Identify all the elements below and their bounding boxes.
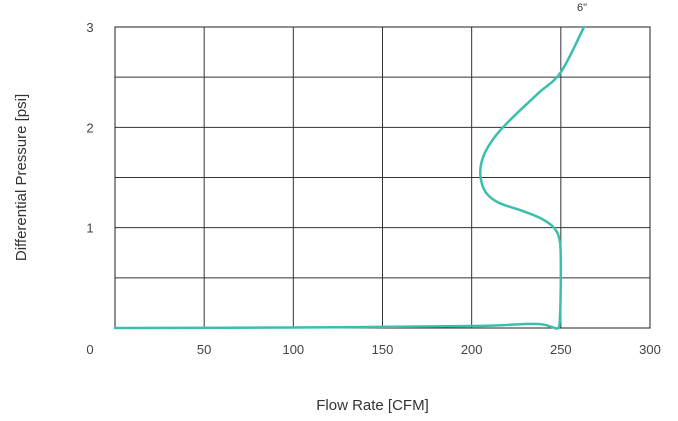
y-tick-label: 3 — [86, 20, 93, 35]
x-axis-title: Flow Rate [CFM] — [316, 397, 429, 414]
series-label: 6" — [577, 2, 587, 14]
chart-grid — [115, 27, 650, 328]
x-tick-label: 100 — [282, 342, 304, 357]
series-line-6in — [113, 25, 586, 330]
y-tick-label: 1 — [86, 221, 93, 236]
x-tick-label: 0 — [86, 342, 93, 357]
x-tick-label: 200 — [461, 342, 483, 357]
y-axis-title: Differential Pressure [psi] — [13, 94, 30, 261]
y-tick-label: 2 — [86, 120, 93, 135]
x-tick-label: 250 — [550, 342, 572, 357]
x-axis-tick-labels: 0 50 100 150 200 250 300 — [86, 342, 660, 357]
x-tick-label: 150 — [372, 342, 394, 357]
y-axis-tick-labels: 1 2 3 — [86, 20, 93, 236]
x-tick-label: 300 — [639, 342, 661, 357]
x-tick-label: 50 — [197, 342, 211, 357]
series-layer: 6" — [113, 2, 587, 330]
